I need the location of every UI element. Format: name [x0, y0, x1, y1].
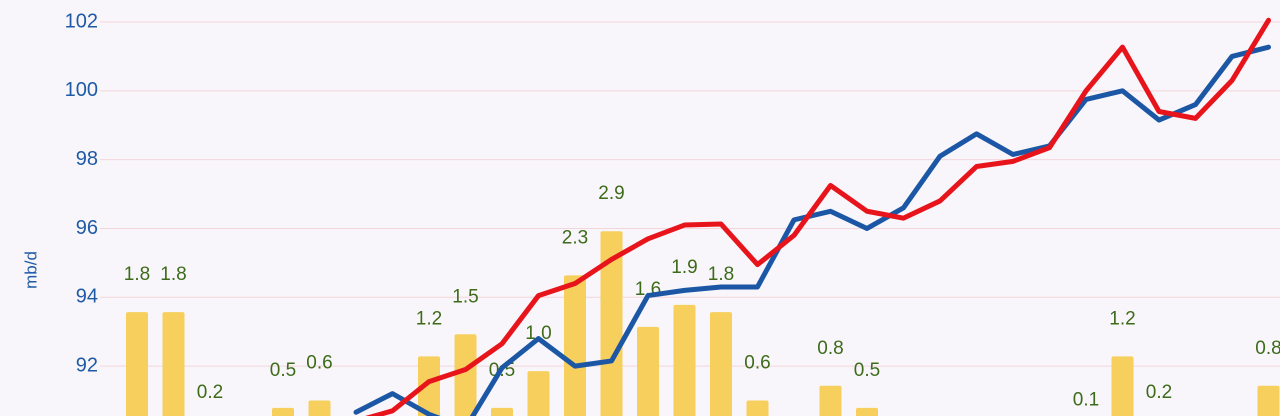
y-tick-label: 100: [65, 79, 98, 101]
y-tick-label: 92: [76, 354, 98, 376]
bar: [637, 326, 659, 416]
bar: [746, 400, 769, 416]
value-label: 1.8: [124, 264, 150, 285]
value-label: 0.6: [744, 353, 770, 374]
value-label: 0.2: [1146, 382, 1172, 403]
value-label: 1.8: [708, 264, 734, 285]
value-label: 0.8: [817, 338, 843, 359]
value-label: 0.2: [197, 382, 223, 403]
y-tick-label: 96: [76, 217, 98, 239]
value-label: 1.0: [525, 323, 551, 344]
value-label: 1.9: [671, 257, 697, 278]
value-label: 1.5: [452, 286, 478, 307]
y-tick-label: 94: [76, 286, 98, 308]
value-label: 0.6: [306, 353, 332, 374]
bar: [600, 231, 623, 416]
value-label: 0.5: [270, 360, 296, 381]
value-label: 2.9: [598, 183, 624, 204]
value-label: 0.1: [1073, 389, 1099, 410]
value-label: 0.8: [1255, 338, 1280, 359]
value-label: 1.2: [416, 308, 442, 329]
y-tick-label: 102: [65, 10, 98, 32]
value-label: 1.2: [1109, 308, 1135, 329]
bar: [856, 407, 878, 416]
bar: [1257, 385, 1280, 416]
bar: [418, 356, 440, 416]
bar: [527, 371, 550, 416]
line: [353, 44, 1271, 416]
bar: [454, 334, 477, 416]
y-tick-label: 98: [76, 148, 98, 170]
bar: [162, 312, 185, 416]
bar: [564, 275, 586, 416]
y-axis-label: mb/d: [21, 251, 40, 289]
value-label: 1.8: [160, 264, 186, 285]
line: [365, 17, 1271, 416]
value-label: 0.5: [854, 360, 880, 381]
bar: [819, 385, 842, 416]
bar: [126, 312, 148, 416]
bar: [673, 304, 696, 416]
bar: [491, 407, 513, 416]
bar: [272, 407, 294, 416]
bar: [1111, 356, 1134, 416]
bar: [308, 400, 331, 416]
value-label: 2.3: [562, 227, 588, 248]
bar: [710, 312, 732, 416]
